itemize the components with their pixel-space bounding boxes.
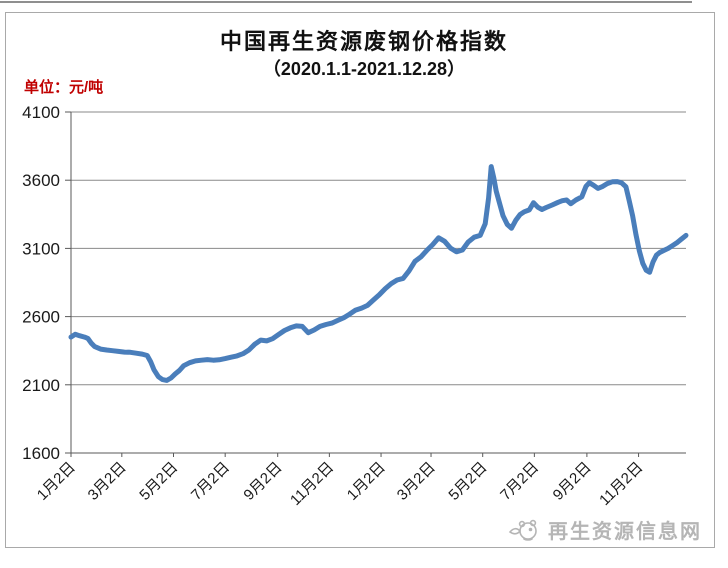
- figure-border: [5, 12, 715, 548]
- x-tick-label: 9月2日: [550, 459, 595, 504]
- top-edge-line: [0, 1, 692, 3]
- x-tick-label: 9月2日: [240, 459, 285, 504]
- price-line-series: [68, 164, 689, 383]
- y-tick-label: 2100: [22, 376, 60, 395]
- y-tick-label: 3100: [22, 239, 60, 258]
- x-tick-label: 1月2日: [344, 459, 389, 504]
- y-tick-label: 3600: [22, 171, 60, 190]
- watermark-text: 再生资源信息网: [548, 521, 702, 543]
- x-tick-label: 5月2日: [445, 459, 490, 504]
- x-tick-label: 7月2日: [497, 459, 542, 504]
- mascot-logo-icon: [508, 519, 537, 541]
- x-tick-label: 11月2日: [287, 459, 337, 509]
- x-tick-label: 3月2日: [85, 459, 130, 504]
- y-tick-label: 4100: [22, 103, 60, 122]
- y-tick-label: 2600: [22, 308, 60, 327]
- x-tick-label: 7月2日: [188, 459, 233, 504]
- y-tick-label: 1600: [22, 444, 60, 463]
- x-tick-label: 3月2日: [394, 459, 439, 504]
- x-tick-label: 1月2日: [34, 459, 79, 504]
- chart-subtitle: （2020.1.1-2021.12.28）: [262, 59, 466, 79]
- unit-label: 单位：元/吨: [24, 79, 104, 96]
- watermark: 再生资源信息网: [507, 515, 702, 544]
- x-tick-label: 11月2日: [596, 459, 646, 509]
- x-tick-label: 5月2日: [136, 459, 181, 504]
- chart-title: 中国再生资源废钢价格指数: [219, 29, 508, 54]
